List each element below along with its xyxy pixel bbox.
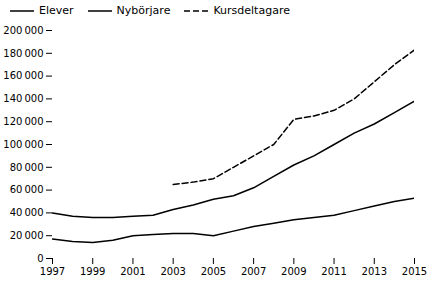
svg-text:40 000: 40 000 — [10, 207, 44, 218]
svg-text:60 000: 60 000 — [10, 184, 44, 195]
svg-text:2013: 2013 — [362, 266, 387, 277]
svg-text:180 000: 180 000 — [3, 48, 43, 59]
svg-text:100 000: 100 000 — [3, 139, 43, 150]
svg-text:2015: 2015 — [402, 266, 427, 277]
svg-text:140 000: 140 000 — [3, 93, 43, 104]
svg-text:2003: 2003 — [160, 266, 185, 277]
svg-text:2001: 2001 — [120, 266, 145, 277]
svg-text:2007: 2007 — [241, 266, 266, 277]
svg-text:2009: 2009 — [281, 266, 306, 277]
html-text:Kursdeltagare: Kursdeltagare — [213, 4, 290, 17]
svg-text:1999: 1999 — [80, 266, 105, 277]
svg-text:120 000: 120 000 — [3, 116, 43, 127]
svg-text:200 000: 200 000 — [3, 25, 43, 36]
html-text:Elever: Elever — [39, 4, 74, 17]
svg-text:2011: 2011 — [321, 266, 346, 277]
svg-text:2005: 2005 — [201, 266, 226, 277]
svg-text:160 000: 160 000 — [3, 70, 43, 81]
html-text:Nybörjare: Nybörjare — [116, 4, 171, 17]
svg-text:1997: 1997 — [40, 266, 65, 277]
svg-text:20 000: 20 000 — [10, 230, 44, 241]
svg-text:80 000: 80 000 — [10, 162, 44, 173]
svg-text:0: 0 — [37, 253, 43, 264]
